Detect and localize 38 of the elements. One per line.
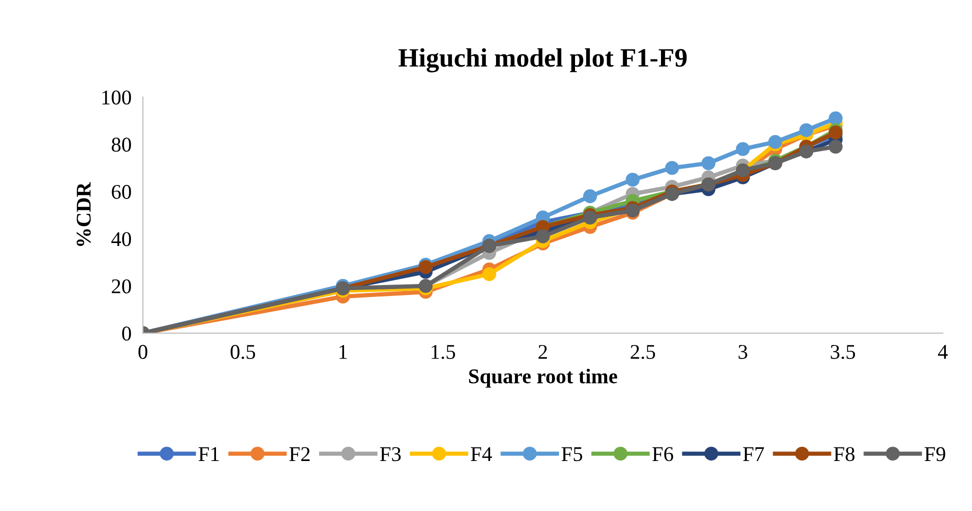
- legend-label: F7: [743, 447, 764, 461]
- y-tick-label: 0: [122, 326, 131, 341]
- point: [736, 142, 750, 156]
- x-tick-label: 0.5: [230, 344, 256, 360]
- point: [665, 160, 679, 175]
- x-axis-title: Square root time: [469, 368, 618, 388]
- point: [768, 135, 782, 149]
- point: [799, 123, 814, 138]
- y-axis-title: %CDR: [76, 182, 91, 246]
- point: [828, 111, 843, 126]
- y-tick-label: 80: [112, 138, 131, 152]
- y-tick-label: 100: [102, 90, 131, 105]
- point: [828, 140, 843, 154]
- chart-title: Higuchi model plot F1-F9: [398, 48, 687, 72]
- legend-label: F6: [652, 447, 674, 462]
- x-tick-label: 3.5: [830, 344, 856, 360]
- point: [626, 172, 640, 187]
- legend-label: F9: [924, 447, 946, 462]
- x-tick-label: 1: [339, 344, 347, 359]
- x-tick-label: 3: [738, 344, 748, 359]
- point: [702, 156, 716, 170]
- point: [536, 229, 550, 244]
- point: [482, 267, 496, 282]
- y-tick-label: 40: [111, 232, 131, 246]
- x-tick-label: 2: [538, 344, 547, 359]
- legend-label: F2: [289, 447, 310, 461]
- x-tick-label: 4: [938, 345, 948, 359]
- legend-label: F8: [834, 447, 854, 462]
- y-tick-label: 60: [112, 184, 131, 199]
- legend-label: F1: [198, 447, 219, 461]
- x-tick-label: 2.5: [630, 344, 656, 360]
- legend-label: F4: [470, 447, 492, 461]
- legend-label: F5: [562, 447, 582, 462]
- x-tick-label: 0: [138, 344, 148, 359]
- y-tick-label: 20: [112, 279, 131, 294]
- x-tick-label: 1.5: [432, 344, 456, 360]
- point: [583, 189, 598, 204]
- legend-label: F3: [380, 447, 401, 462]
